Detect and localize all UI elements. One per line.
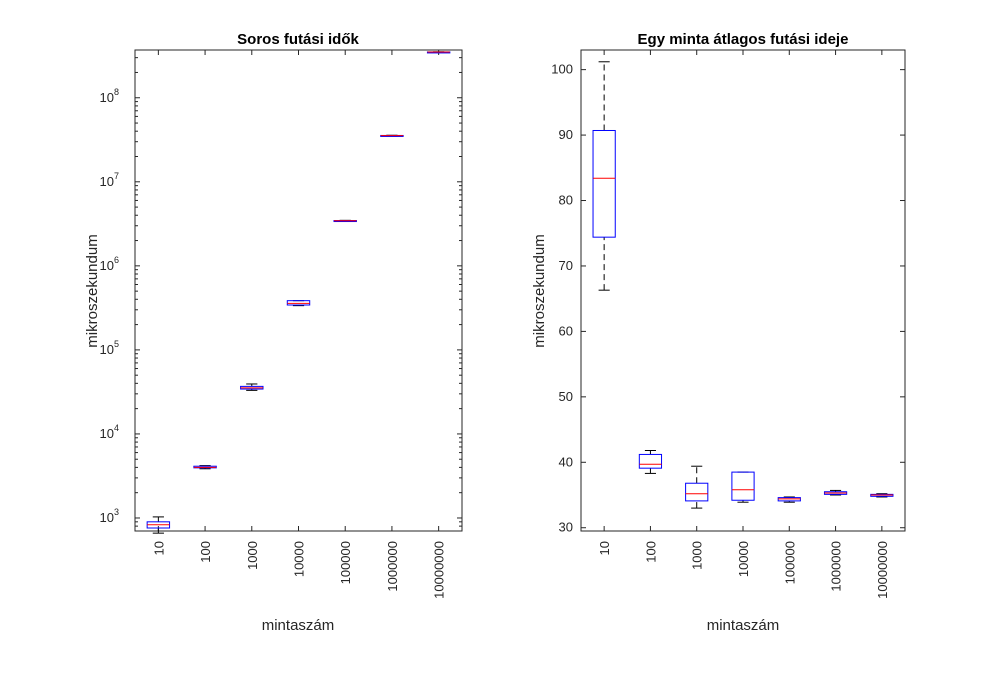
x-tick-label: 10000000 — [432, 541, 447, 599]
x-tick-label: 100 — [198, 541, 213, 563]
box-100000 — [777, 496, 801, 503]
box-10 — [146, 516, 171, 534]
box-100 — [193, 465, 217, 470]
axes-frame — [580, 49, 906, 532]
y-tick-label: 30 — [559, 520, 573, 535]
axes-frame — [134, 49, 463, 532]
box-1000000 — [380, 134, 404, 137]
x-tick-label: 100000 — [782, 541, 797, 584]
y-axis-label: mikroszekundum — [531, 234, 548, 347]
tick-exponent: 5 — [114, 339, 119, 349]
box-iqr — [638, 453, 663, 469]
y-tick-label: 106 — [100, 255, 119, 273]
x-tick-label: 100 — [643, 541, 658, 563]
y-axis-label: mikroszekundum — [84, 234, 101, 347]
box-1000 — [685, 465, 709, 509]
tick-base: 10 — [100, 174, 114, 189]
plot-title: Soros futási idők — [237, 31, 359, 48]
x-axis-label: mintaszám — [262, 617, 335, 634]
tick-exponent: 4 — [114, 423, 119, 433]
x-axis-label: mintaszám — [707, 617, 780, 634]
box-10000 — [731, 471, 755, 503]
y-tick-label: 108 — [100, 87, 119, 105]
box-iqr — [592, 129, 616, 238]
y-tick-label: 90 — [559, 127, 573, 142]
y-tick-label: 103 — [100, 507, 119, 525]
x-tick-label: 1000000 — [385, 541, 400, 592]
x-tick-label: 10000 — [292, 541, 307, 577]
tick-base: 10 — [100, 90, 114, 105]
tick-exponent: 7 — [114, 171, 119, 181]
x-tick-label: 1000000 — [829, 541, 844, 592]
box-10000000 — [870, 493, 894, 498]
box-iqr — [731, 471, 755, 501]
per-sample-runtime-plot: Egy minta átlagos futási ideje mintaszám… — [531, 31, 906, 634]
tick-base: 10 — [100, 426, 114, 441]
y-tick-label: 40 — [559, 454, 573, 469]
x-tick-label: 1000 — [245, 541, 260, 570]
plot-title: Egy minta átlagos futási ideje — [638, 31, 849, 48]
tick-exponent: 3 — [114, 507, 119, 517]
box-10000 — [286, 300, 311, 307]
box-10 — [592, 61, 616, 291]
serial-runtime-plot: Soros futási idők mintaszám mikroszekund… — [84, 31, 463, 634]
tick-base: 10 — [100, 342, 114, 357]
box-1000000 — [823, 489, 848, 496]
x-tick-label: 10 — [151, 541, 166, 555]
y-tick-label: 107 — [100, 171, 119, 189]
box-iqr — [685, 482, 709, 502]
y-tick-label: 100 — [551, 62, 573, 77]
box-1000 — [240, 383, 264, 391]
box-10000000 — [426, 51, 451, 54]
box-100 — [638, 450, 663, 474]
y-tick-label: 60 — [559, 323, 573, 338]
x-tick-label: 1000 — [690, 541, 705, 570]
x-tick-label: 10 — [597, 541, 612, 555]
x-tick-label: 10000000 — [875, 541, 890, 599]
tick-exponent: 8 — [114, 87, 119, 97]
y-tick-label: 50 — [559, 389, 573, 404]
y-tick-label: 104 — [100, 423, 119, 441]
y-tick-label: 105 — [100, 339, 119, 357]
x-tick-label: 100000 — [338, 541, 353, 584]
box-100000 — [333, 219, 357, 223]
y-tick-label: 70 — [559, 258, 573, 273]
tick-base: 10 — [100, 258, 114, 273]
y-tick-label: 80 — [559, 193, 573, 208]
x-tick-label: 10000 — [736, 541, 751, 577]
tick-base: 10 — [100, 510, 114, 525]
tick-exponent: 6 — [114, 255, 119, 265]
